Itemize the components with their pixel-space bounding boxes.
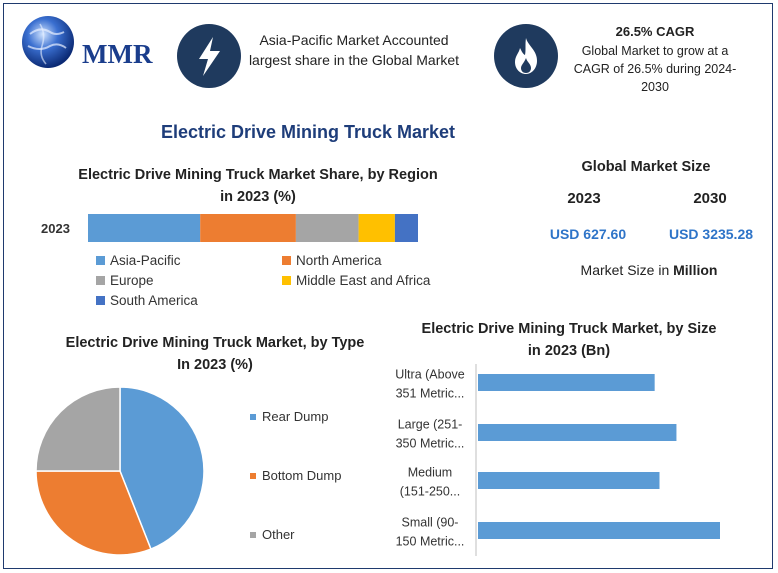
- legend-label-rear-dump: Rear Dump: [262, 409, 328, 424]
- legend-label-south-america: South America: [110, 293, 198, 308]
- size-category-line: 150 Metric...: [396, 535, 465, 549]
- size-bar-0: [478, 374, 655, 391]
- bar-segment-europe: [295, 214, 359, 242]
- legend-swatch-rear-dump: [250, 414, 256, 420]
- bar-segment-south-america: [394, 214, 418, 242]
- market-size-unit-note: Market Size in Million: [549, 262, 749, 278]
- size-category-line: 350 Metric...: [396, 437, 465, 451]
- type-chart-title: Electric Drive Mining Truck Market, by T…: [65, 335, 365, 373]
- cagr-description: Global Market to grow at a CAGR of 26.5%…: [573, 44, 737, 94]
- pie-slice-other: [35, 386, 121, 472]
- region-chart: 2023 Asia-Pacific North America Europe Middl…: [41, 214, 431, 308]
- size-category-line: Medium: [408, 466, 452, 480]
- logo-text: MMR: [82, 39, 153, 69]
- market-size-2030-value: USD 3235.28: [668, 226, 754, 242]
- pie-slice-rear-dump: [119, 386, 205, 551]
- legend-label-asia-pacific: Asia-Pacific: [110, 253, 181, 268]
- legend-label-europe: Europe: [110, 273, 154, 288]
- size-category-line: Large (251-: [398, 418, 463, 432]
- global-market-size-title: Global Market Size: [581, 159, 711, 175]
- cagr-title: 26.5% CAGR: [615, 24, 695, 39]
- size-category-line: Small (90-: [402, 516, 459, 530]
- bar-segment-north-america: [200, 214, 296, 242]
- size-category-line: 351 Metric...: [396, 387, 465, 401]
- bar-segment-asia-pacific: [88, 214, 201, 242]
- market-size-2023-value: USD 627.60: [549, 226, 627, 242]
- legend-swatch-asia-pacific: [96, 256, 105, 265]
- unit-bold: Million: [673, 262, 718, 278]
- region-chart-title: Electric Drive Mining Truck Market Share…: [78, 167, 438, 205]
- year-2023-label: 2023: [567, 190, 601, 207]
- size-bar-2: [478, 472, 660, 489]
- legend-swatch-bottom-dump: [250, 473, 256, 479]
- type-pie-chart: Rear Dump Bottom Dump Other: [35, 386, 341, 556]
- legend-swatch-north-america: [282, 256, 291, 265]
- size-bar-1: [478, 424, 677, 441]
- size-bar-3: [478, 522, 720, 539]
- size-category-line: Ultra (Above: [395, 368, 465, 382]
- bar-segment-middle-east-and-africa: [358, 214, 395, 242]
- flame-icon: [494, 24, 558, 88]
- size-category-label-0: Ultra (Above 351 Metric...: [395, 368, 465, 401]
- size-category-label-1: Large (251- 350 Metric...: [396, 418, 465, 451]
- globe-icon: [22, 16, 74, 68]
- page-title: Electric Drive Mining Truck Market: [160, 122, 456, 142]
- legend-label-middle-east-and-africa: Middle East and Africa: [296, 273, 431, 288]
- legend-swatch-other: [250, 532, 256, 538]
- legend-label-north-america: North America: [296, 253, 382, 268]
- mmr-logo: MMR: [14, 12, 164, 76]
- size-category-label-3: Small (90- 150 Metric...: [396, 516, 465, 549]
- size-chart-title: Electric Drive Mining Truck Market, by S…: [421, 321, 717, 359]
- category-label-2023: 2023: [41, 221, 70, 236]
- legend-swatch-europe: [96, 276, 105, 285]
- legend-swatch-south-america: [96, 296, 105, 305]
- size-bar-chart: Ultra (Above 351 Metric... Large (251- 350 …: [395, 364, 720, 556]
- size-category-label-2: Medium (151-250...: [400, 466, 460, 499]
- header-left-text: Asia-Pacific Market Accounted largest sh…: [248, 32, 460, 68]
- lightning-bolt-icon: [177, 24, 241, 88]
- pie-slice-bottom-dump: [35, 470, 152, 556]
- year-2030-label: 2030: [693, 190, 727, 207]
- size-category-line: (151-250...: [400, 485, 460, 499]
- unit-prefix: Market Size in: [580, 262, 674, 278]
- infographic-frame: MMR Asia-Pacific Market Accounted larges…: [3, 3, 773, 569]
- legend-label-bottom-dump: Bottom Dump: [262, 468, 341, 483]
- legend-swatch-middle-east-and-africa: [282, 276, 291, 285]
- legend-label-other: Other: [262, 527, 295, 542]
